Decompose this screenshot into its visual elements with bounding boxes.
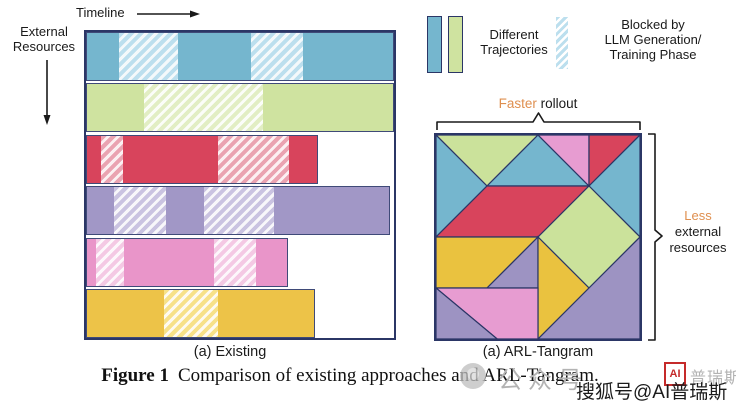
- watermark-gray-text: 公众号: [498, 367, 588, 394]
- blocked-segment: [114, 187, 166, 235]
- legend-label-trajectories: Different Trajectories: [480, 27, 548, 57]
- trajectory-bar-teal: [86, 32, 394, 81]
- blocked-segment: [204, 187, 274, 235]
- arl-tangram-panel: [434, 133, 642, 341]
- trajectory-bar-purple: [86, 186, 390, 236]
- figure-caption: Figure 1 Comparison of existing approache…: [101, 365, 599, 386]
- trajectory-bar-yellow: [86, 289, 315, 338]
- trajectory-bar-red: [86, 134, 318, 184]
- watermark-sohu-text: 搜狐号@AI普瑞斯: [576, 382, 728, 403]
- blocked-segment: [164, 290, 218, 337]
- legend-swatch-trajectory-blue: [427, 16, 442, 73]
- blocked-segment: [144, 84, 263, 132]
- faster-rollout-brace: [436, 112, 641, 130]
- watermark-ai-logo: AI: [664, 362, 686, 386]
- watermark-gray-text-2: 普瑞斯: [690, 370, 736, 387]
- trajectory-bar-pink: [86, 237, 288, 287]
- legend-label-blocked: Blocked by LLM Generation/ Training Phas…: [604, 17, 702, 62]
- legend-swatch-blocked-hatch: [556, 17, 568, 69]
- external-resources-label: External Resources: [12, 24, 76, 54]
- external-resources-arrow-icon: [43, 60, 51, 125]
- timeline-arrow-icon: [137, 10, 200, 18]
- blocked-segment: [218, 135, 289, 183]
- caption-existing: (a) Existing: [193, 344, 267, 360]
- caption-arl-tangram: (a) ARL-Tangram: [482, 344, 594, 360]
- faster-rollout-label: Faster rollout: [498, 96, 578, 111]
- tangram-piece: [538, 237, 640, 339]
- trajectory-bar-green: [86, 83, 394, 133]
- blocked-segment: [251, 33, 303, 80]
- tangram-svg: [436, 135, 640, 339]
- less-resources-brace: [648, 133, 663, 341]
- blocked-segment: [119, 33, 178, 80]
- blocked-segment: [214, 238, 256, 286]
- less-external-resources-label: Less external resources: [669, 208, 727, 255]
- blocked-segment: [101, 135, 123, 183]
- existing-approach-panel: [84, 30, 396, 340]
- figure-number: Figure 1: [101, 365, 169, 386]
- legend-swatch-trajectory-green: [448, 16, 463, 73]
- timeline-label: Timeline: [76, 5, 125, 20]
- blocked-segment: [96, 238, 124, 286]
- tangram-piece: [436, 288, 497, 339]
- watermark-circle-icon: [460, 363, 486, 389]
